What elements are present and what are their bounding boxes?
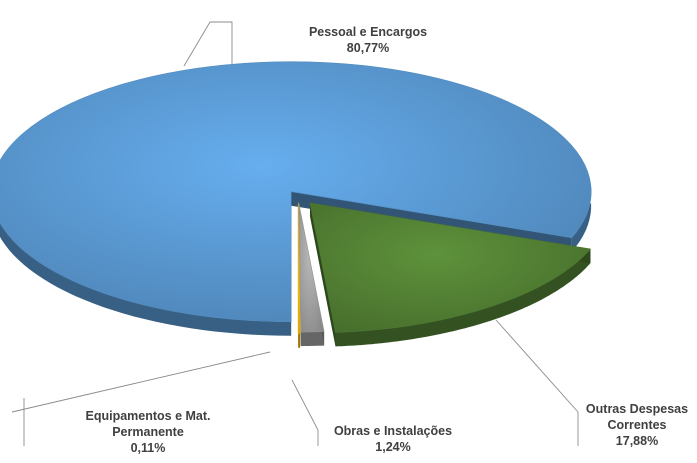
label-pessoal-value: 80,77% [346,41,390,55]
label-equip-value: 0,11% [130,441,166,455]
leader-outras [495,319,579,413]
label-equip-name-line1: Equipamentos e Mat. [85,409,211,423]
label-outras-name-line1: Outras Despesas [585,402,689,416]
label-pessoal-e-encargos: Pessoal e Encargos 80,77% [278,24,458,56]
leader-obras [291,379,319,431]
label-outras-value: 17,88% [615,434,659,448]
pie-slice-equipamentos-e-mat-permanente [297,203,301,348]
label-obras-e-instalacoes: Obras e Instalações 1,24% [318,423,468,455]
label-equip-name-line2: Permanente [112,425,184,439]
pie-slice-outras-despesas-correntes [309,202,592,347]
label-equipamentos-e-mat-permanente: Equipamentos e Mat. Permanente 0,11% [58,408,238,456]
leader-pessoal [183,21,233,67]
pie-slice-obras-e-instala-es [298,202,325,347]
leader-equip [11,351,271,413]
label-obras-name: Obras e Instalações [333,424,453,438]
label-pessoal-name: Pessoal e Encargos [308,25,428,39]
label-obras-value: 1,24% [375,440,411,454]
label-outras-despesas-correntes: Outras Despesas Correntes 17,88% [577,401,697,449]
label-outras-name-line2: Correntes [607,418,667,432]
